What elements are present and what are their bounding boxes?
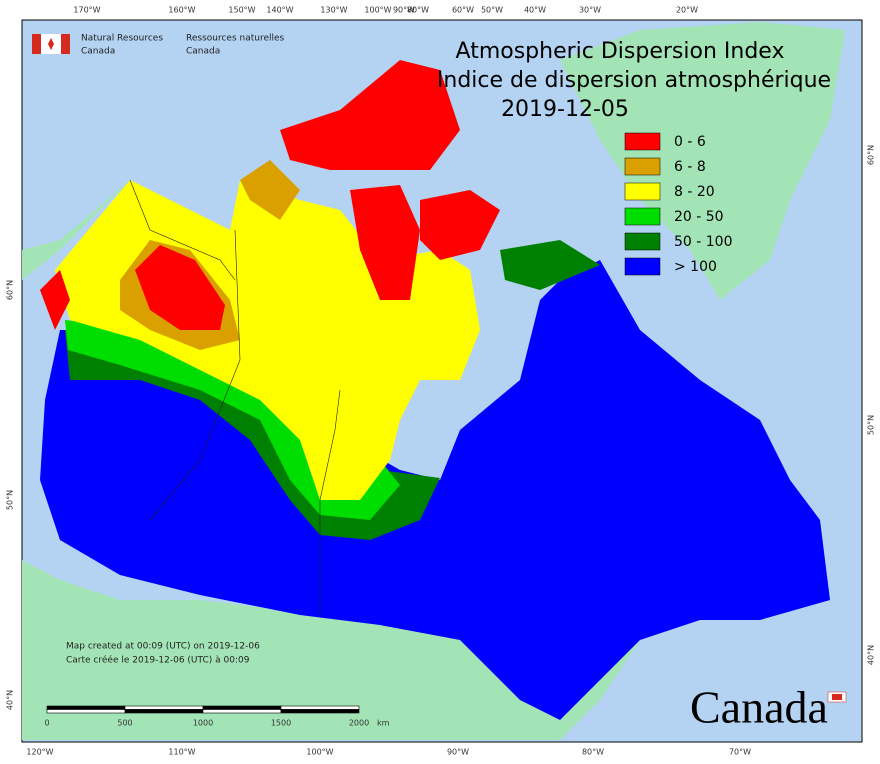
graticule-label: 130°W bbox=[320, 6, 347, 15]
graticule-label: 40°N bbox=[6, 690, 15, 710]
wordmark: Canada bbox=[690, 682, 828, 733]
title: Atmospheric Dispersion Index bbox=[456, 39, 785, 64]
zone-red bbox=[135, 245, 225, 330]
graticule-label: 80°W bbox=[582, 748, 604, 757]
graticule-label: 80°W bbox=[407, 6, 429, 15]
graticule-label: 140°W bbox=[266, 6, 293, 15]
graticule-label: 40°N bbox=[867, 645, 876, 665]
credit: Carte créée le 2019-12-06 (UTC) à 00:09 bbox=[66, 655, 250, 666]
graticule-label: 100°W bbox=[306, 748, 333, 757]
graticule-label: 110°W bbox=[168, 748, 195, 757]
scale-segment bbox=[280, 709, 360, 714]
labels: Natural Resources Canada Ressources natu… bbox=[32, 34, 847, 733]
alaska bbox=[22, 180, 130, 280]
legend-swatch bbox=[624, 232, 661, 251]
graticule-label: 50°N bbox=[867, 415, 876, 435]
graticule-label: 40°W bbox=[524, 6, 546, 15]
graticule-label: 70°W bbox=[729, 748, 751, 757]
scale-segment bbox=[202, 705, 282, 710]
flag-leaf bbox=[48, 38, 54, 50]
legend-label: 6 - 8 bbox=[674, 159, 706, 175]
flag-bar bbox=[32, 34, 41, 54]
scale-segment bbox=[124, 709, 204, 714]
org-en: Canada bbox=[81, 47, 115, 57]
zone-orange-island bbox=[240, 160, 300, 220]
legend-label: 20 - 50 bbox=[674, 209, 724, 225]
graticule-label: 120°W bbox=[26, 748, 53, 757]
legend-swatch bbox=[624, 207, 661, 226]
graticule-label: 90°W bbox=[447, 748, 469, 757]
wordmark-leaf bbox=[832, 694, 842, 700]
scale-unit: km bbox=[377, 719, 390, 728]
graticule-label: 60°W bbox=[452, 6, 474, 15]
zone-red-baffin bbox=[420, 190, 500, 260]
graticule-label: 50°N bbox=[6, 490, 15, 510]
scale-label: 1500 bbox=[271, 719, 291, 728]
graticule-label: 60°N bbox=[6, 280, 15, 300]
org-en: Natural Resources bbox=[81, 34, 163, 44]
borders bbox=[129, 179, 341, 615]
land bbox=[22, 22, 845, 740]
graticule-label: 20°W bbox=[676, 6, 698, 15]
graticule-label: 170°W bbox=[73, 6, 100, 15]
legend-label: 8 - 20 bbox=[674, 184, 715, 200]
border bbox=[149, 229, 241, 521]
scale-segment bbox=[280, 705, 360, 710]
flag-bar bbox=[61, 34, 70, 54]
zone-red-arctic bbox=[280, 60, 460, 170]
legend-swatch bbox=[624, 157, 661, 176]
legend-label: > 100 bbox=[674, 259, 717, 275]
graticule-label: 90°W bbox=[393, 6, 415, 15]
graticule-label: 150°W bbox=[228, 6, 255, 15]
scale-label: 2000 bbox=[349, 719, 369, 728]
credit: Map created at 00:09 (UTC) on 2019-12-06 bbox=[66, 642, 260, 652]
title: Indice de dispersion atmosphérique bbox=[437, 68, 831, 93]
graticule-label: 50°W bbox=[481, 6, 503, 15]
scale-label: 1000 bbox=[193, 719, 213, 728]
scale-segment bbox=[202, 709, 282, 714]
org-fr: Ressources naturelles bbox=[186, 34, 285, 44]
legend-label: 50 - 100 bbox=[674, 234, 733, 250]
legend-swatch bbox=[624, 257, 661, 276]
zone-red-yukon bbox=[40, 270, 70, 330]
legend-swatch bbox=[624, 132, 661, 151]
scale-segment bbox=[46, 709, 126, 714]
org-fr: Canada bbox=[186, 47, 220, 57]
greenland bbox=[560, 22, 845, 300]
scale-label: 500 bbox=[117, 719, 132, 728]
legend-swatch bbox=[624, 182, 661, 201]
scale-label: 0 bbox=[44, 719, 49, 728]
border bbox=[319, 389, 341, 615]
legend-label: 0 - 6 bbox=[674, 134, 706, 150]
zone-red-islands bbox=[350, 185, 420, 300]
graticule-label: 100°W bbox=[364, 6, 391, 15]
date: 2019-12-05 bbox=[501, 97, 629, 122]
scale-segment bbox=[124, 705, 204, 710]
scale-segment bbox=[46, 705, 126, 710]
border bbox=[129, 179, 236, 281]
zone-dark-green-east bbox=[500, 240, 600, 290]
graticule-label: 60°N bbox=[867, 145, 876, 165]
graticule-label: 160°W bbox=[168, 6, 195, 15]
graticule-label: 30°W bbox=[579, 6, 601, 15]
